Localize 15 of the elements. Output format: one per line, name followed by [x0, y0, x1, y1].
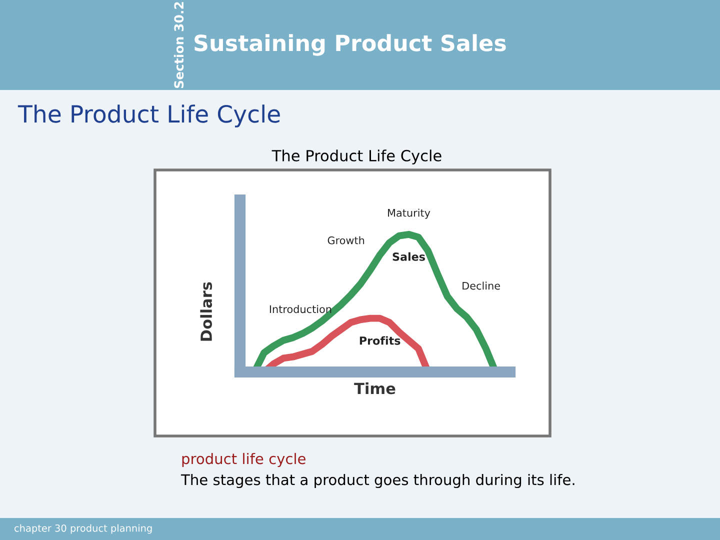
annotation: Decline	[462, 282, 500, 290]
chart-title: The Product Life Cycle	[272, 150, 442, 164]
x-axis-title: Time	[354, 382, 396, 394]
text: Maturity	[388, 208, 430, 219]
text: Section 30.2	[174, 2, 184, 88]
annotation: Introduction	[270, 305, 332, 314]
annotation: Growth	[328, 236, 364, 244]
text: The stages that a product goes through during its life.	[180, 474, 574, 488]
text: chapter 30 product planning	[14, 524, 152, 534]
series-label: Sales	[392, 252, 425, 261]
text: product life cycle	[182, 452, 306, 468]
text: The Product Life Cycle	[18, 104, 280, 128]
y-axis-title: Dollars	[200, 282, 212, 341]
series-label: Profits	[360, 336, 400, 345]
text: Sustaining Product Sales	[194, 34, 506, 56]
